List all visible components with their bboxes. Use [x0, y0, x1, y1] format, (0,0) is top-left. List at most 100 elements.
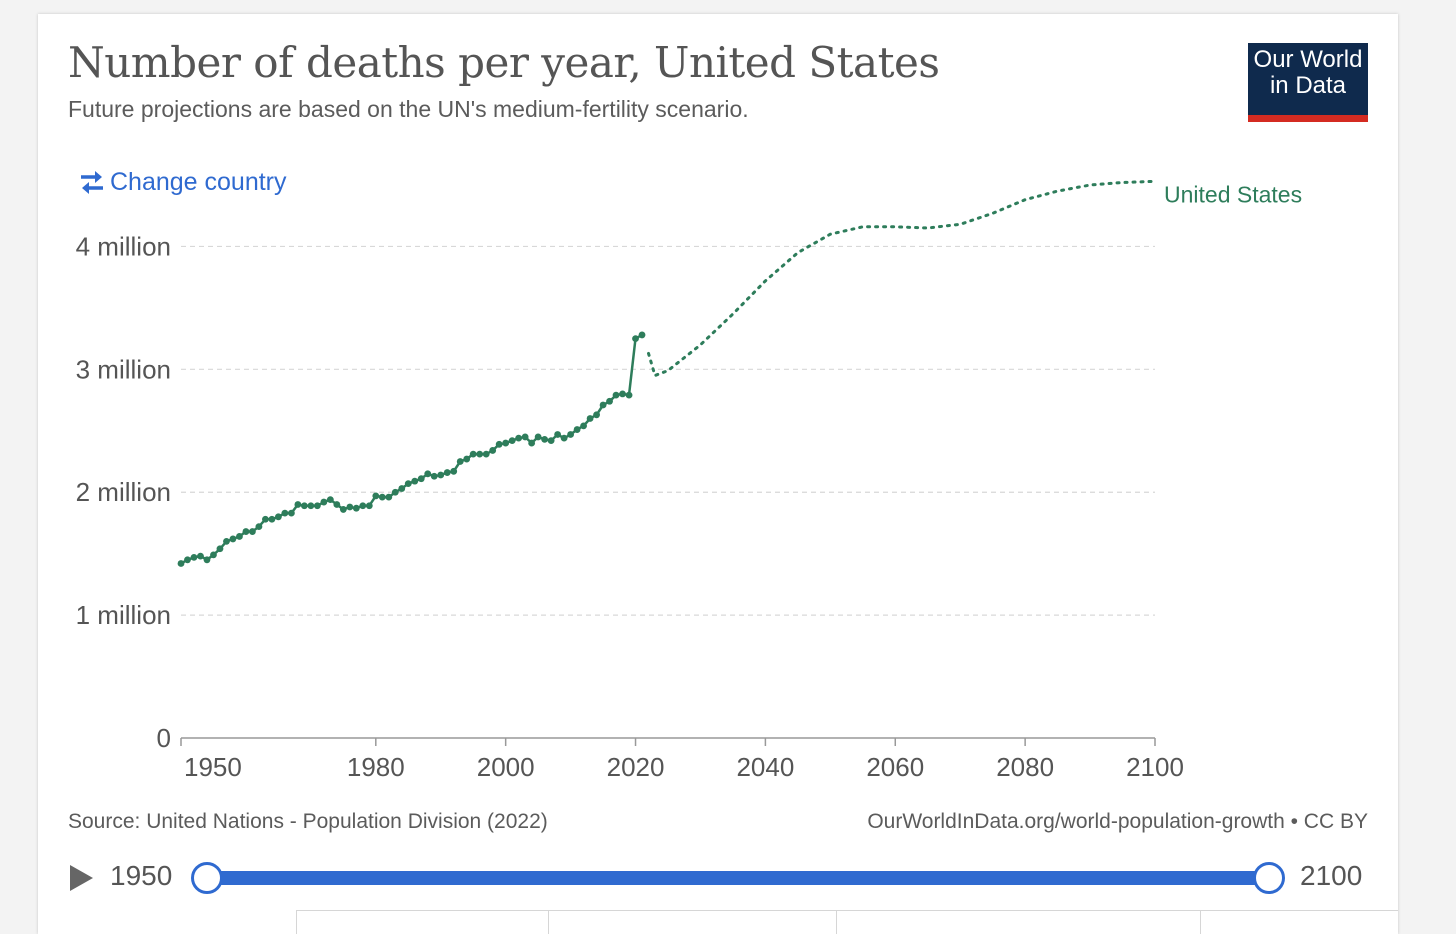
data-point	[216, 545, 224, 553]
data-point	[223, 537, 230, 545]
timeline-start-label: 1950	[110, 860, 173, 891]
data-point	[482, 450, 490, 458]
data-point	[599, 401, 607, 409]
y-tick-label: 3 million	[76, 354, 171, 384]
data-point	[638, 331, 646, 339]
data-point	[184, 556, 191, 564]
timeline-end-label: 2100	[1300, 860, 1363, 891]
data-point	[495, 440, 503, 448]
data-point	[281, 509, 289, 517]
data-point	[554, 431, 562, 438]
x-tick-label: 1950	[184, 752, 242, 782]
data-point	[197, 552, 204, 560]
play-button[interactable]	[68, 864, 94, 897]
data-point	[612, 391, 620, 399]
data-point	[580, 422, 587, 430]
change-country-button[interactable]: Change country	[78, 164, 287, 200]
data-point	[528, 439, 536, 447]
x-tick-label: 1980	[347, 752, 405, 782]
source-note: Source: United Nations - Population Divi…	[68, 810, 548, 833]
data-point	[430, 472, 438, 480]
data-point	[203, 556, 211, 564]
data-point	[242, 528, 250, 535]
data-point	[463, 455, 471, 463]
data-point	[177, 560, 185, 567]
tabs-divider	[296, 910, 1398, 911]
data-point	[606, 397, 613, 405]
data-point	[346, 503, 354, 511]
data-point	[268, 515, 276, 523]
data-point	[287, 509, 295, 517]
data-point	[573, 426, 581, 433]
data-point	[391, 488, 399, 496]
data-point	[398, 485, 406, 492]
data-point	[352, 504, 360, 512]
logo-line-2: in Data	[1269, 72, 1347, 99]
data-point	[229, 535, 237, 543]
data-point	[450, 467, 458, 475]
owid-logo[interactable]: Our World in Data	[1248, 43, 1368, 122]
play-icon	[70, 865, 93, 891]
data-point	[417, 475, 425, 483]
series-line-projection	[647, 179, 1157, 378]
data-point	[249, 528, 256, 535]
data-point	[359, 502, 367, 510]
data-point	[502, 439, 510, 447]
timeline-start-handle[interactable]	[191, 862, 223, 894]
y-tick-label: 0	[157, 723, 171, 753]
timeline-end-handle[interactable]	[1253, 862, 1285, 894]
y-tick-label: 2 million	[76, 477, 171, 507]
data-point	[521, 433, 529, 441]
x-tick-label: 2020	[607, 752, 665, 782]
data-point	[300, 502, 308, 510]
timeline-track[interactable]	[206, 871, 1268, 885]
swap-arrows-icon	[78, 169, 106, 195]
data-point	[443, 469, 451, 476]
data-point	[619, 390, 626, 398]
x-tick-label: 2100	[1126, 752, 1184, 782]
series-label: United States	[1164, 181, 1302, 207]
data-point	[508, 437, 516, 445]
data-point	[333, 501, 341, 508]
data-point	[275, 513, 282, 521]
logo-line-1: Our World	[1253, 46, 1363, 73]
data-point	[476, 450, 484, 458]
data-point	[365, 502, 373, 510]
data-point	[313, 502, 321, 510]
data-point	[255, 523, 263, 531]
data-point	[210, 551, 217, 559]
data-point	[326, 496, 334, 503]
y-tick-label: 1 million	[76, 600, 171, 630]
data-point	[456, 458, 464, 465]
data-point	[236, 533, 243, 540]
data-point	[586, 415, 594, 422]
x-tick-label: 2000	[477, 752, 535, 782]
data-point	[385, 493, 393, 501]
chart-subtitle: Future projections are based on the UN's…	[68, 96, 749, 122]
data-point	[489, 447, 497, 454]
chart-card: Number of deaths per year, United States…	[38, 14, 1398, 934]
data-point	[567, 431, 574, 438]
x-tick-label: 2040	[736, 752, 794, 782]
data-point	[437, 471, 445, 479]
data-point	[294, 501, 302, 508]
data-point	[625, 391, 633, 399]
data-point	[404, 480, 412, 488]
line-chart: 0 1 million 2 million 3 million 4 million 195…	[76, 179, 1302, 782]
data-point	[534, 433, 542, 441]
y-tick-label: 4 million	[76, 231, 171, 261]
data-point	[632, 335, 639, 343]
data-point	[560, 434, 568, 442]
data-point	[320, 498, 328, 506]
data-point	[469, 450, 477, 458]
data-point	[593, 411, 600, 419]
chart-title: Number of deaths per year, United States	[68, 38, 940, 87]
change-country-label: Change country	[110, 167, 287, 196]
data-point	[378, 493, 386, 501]
data-point	[424, 470, 432, 478]
data-point	[262, 515, 269, 523]
source-url-link[interactable]: OurWorldInData.org/world-population-grow…	[867, 810, 1368, 833]
data-point	[307, 502, 315, 510]
x-tick-label: 2080	[996, 752, 1054, 782]
data-point	[339, 506, 347, 513]
